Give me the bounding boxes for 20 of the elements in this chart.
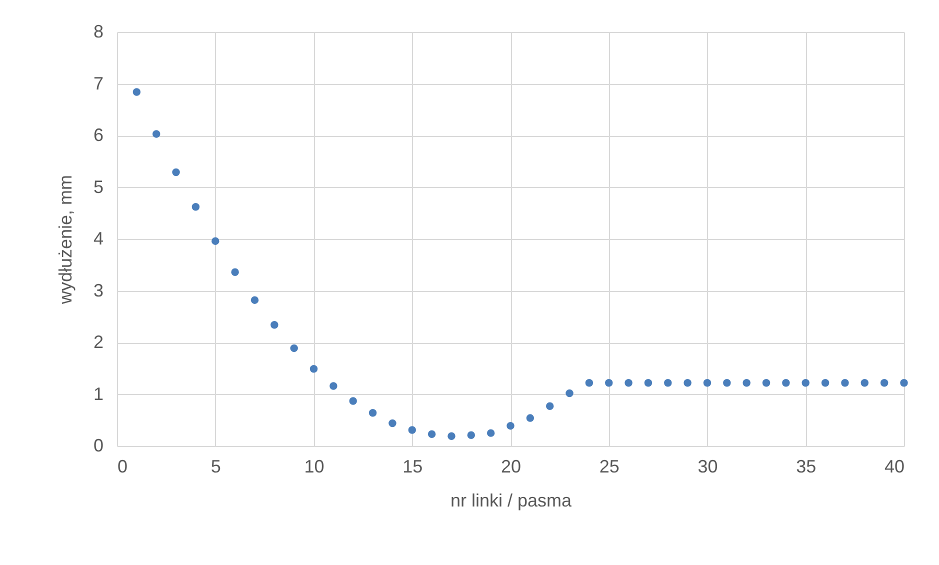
y-tick-label: 7	[93, 73, 104, 94]
x-tick-label: 10	[304, 456, 324, 476]
y-tick-label: 8	[93, 22, 104, 42]
x-tick-label: 25	[599, 456, 620, 476]
y-tick-label: 3	[93, 280, 104, 300]
y-axis-title: wydłużenie, mm	[55, 174, 76, 306]
x-tick-label: 0	[118, 456, 128, 476]
y-tick-label: 2	[93, 332, 104, 352]
y-tick-label: 4	[93, 228, 104, 248]
y-tick-label: 1	[93, 384, 104, 404]
x-tick-label: 40	[884, 456, 904, 476]
x-tick-label: 15	[402, 456, 423, 476]
y-tick-label: 5	[93, 176, 104, 197]
x-tick-label: 5	[210, 456, 221, 476]
y-tick-label: 6	[93, 125, 104, 145]
x-tick-label: 20	[500, 456, 522, 476]
x-axis-title: nr linki / pasma	[450, 490, 573, 510]
y-tick-label: 0	[93, 436, 104, 456]
x-tick-label: 35	[796, 456, 816, 476]
x-tick-label: 30	[698, 456, 718, 476]
